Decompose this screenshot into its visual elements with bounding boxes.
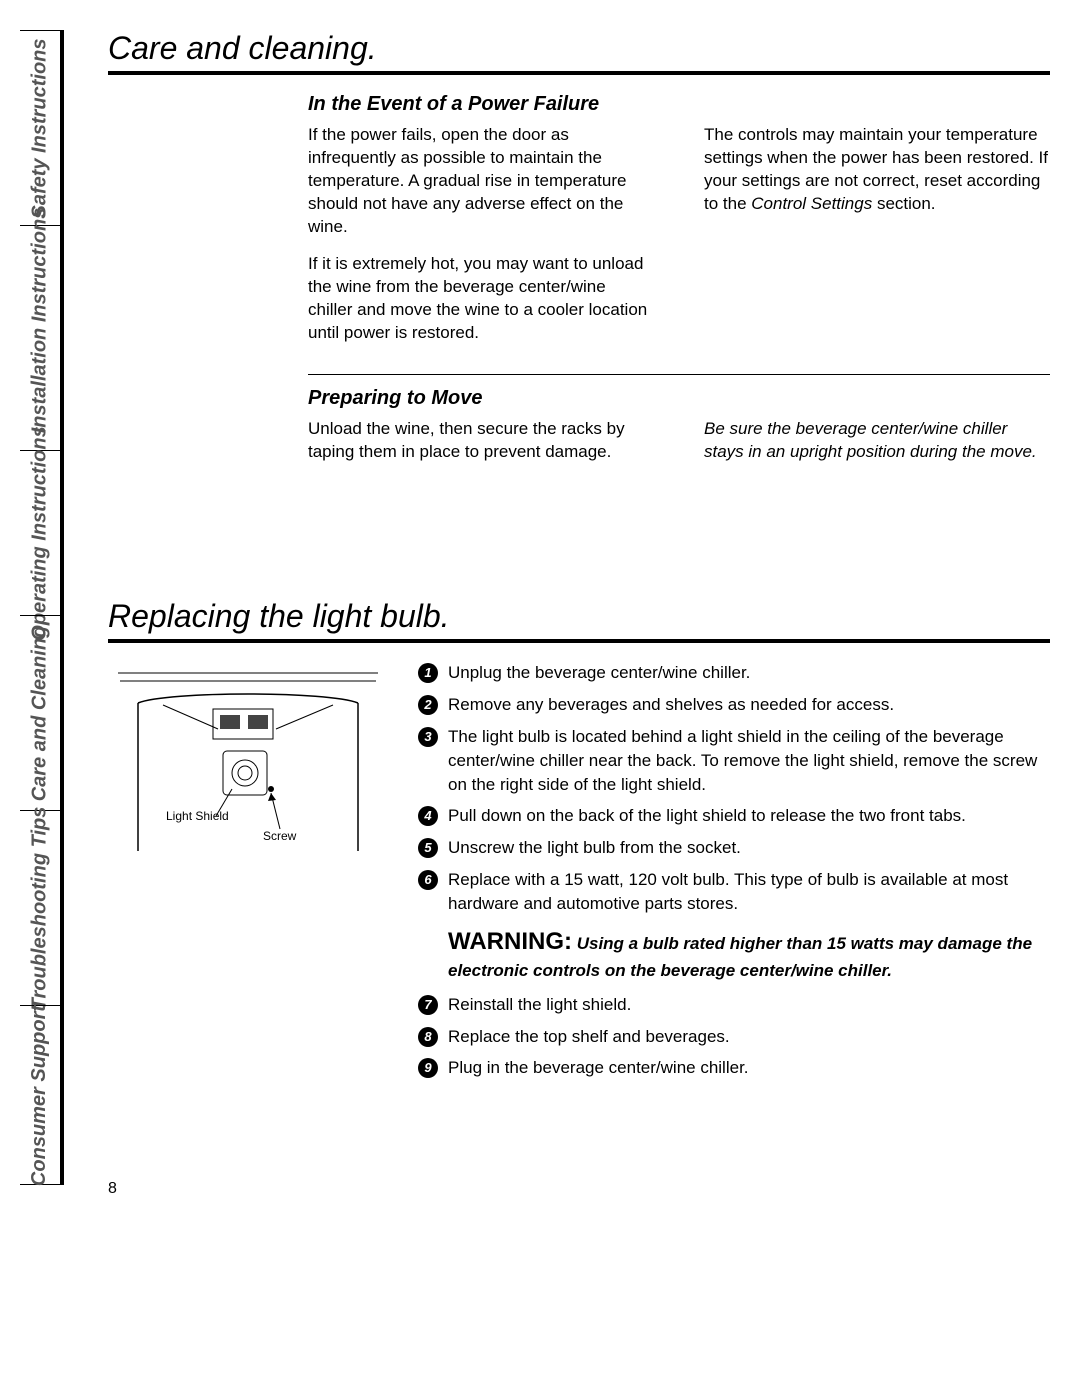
two-col: If the power fails, open the door as inf… <box>308 124 1050 358</box>
step-item: 5 Unscrew the light bulb from the socket. <box>418 836 1050 860</box>
sidebar-tab-label: Operating Instructions <box>29 426 52 640</box>
para: If the power fails, open the door as inf… <box>308 124 654 239</box>
page-number: 8 <box>108 1180 117 1198</box>
step-number: 1 <box>418 663 438 683</box>
sidebar-tab: Installation Instructions <box>20 225 60 415</box>
step-text: Pull down on the back of the light shiel… <box>448 804 966 828</box>
step-number: 7 <box>418 995 438 1015</box>
sidebar-tab-label: Installation Instructions <box>29 208 52 434</box>
step-text: Unscrew the light bulb from the socket. <box>448 836 741 860</box>
section-title-bulb: Replacing the light bulb. <box>108 598 1050 635</box>
sidebar-tab-label: Troubleshooting Tips <box>29 806 52 1010</box>
sidebar-tab-label: Care and Cleaning <box>29 625 52 801</box>
steps-list: 1 Unplug the beverage center/wine chiller… <box>418 661 1050 1088</box>
sidebar-tabs: Safety InstructionsInstallation Instruct… <box>20 30 60 1180</box>
para: Unload the wine, then secure the racks b… <box>308 418 654 464</box>
step-text: Remove any beverages and shelves as need… <box>448 693 894 717</box>
step-number: 6 <box>418 870 438 890</box>
step-item: 6 Replace with a 15 watt, 120 volt bulb. … <box>418 868 1050 916</box>
warning-text: WARNING: Using a bulb rated higher than … <box>448 925 1050 982</box>
sub-title-power-failure: In the Event of a Power Failure <box>308 93 1050 116</box>
step-number: 2 <box>418 695 438 715</box>
para: Be sure the beverage center/wine chiller… <box>704 418 1050 464</box>
step-item: 4 Pull down on the back of the light shie… <box>418 804 1050 828</box>
bulb-body: Light Shield Screw 1 Unplug the beverage … <box>108 661 1050 1088</box>
step-item: 3 The light bulb is located behind a ligh… <box>418 725 1050 796</box>
step-item: 8 Replace the top shelf and beverages. <box>418 1025 1050 1049</box>
sidebar-tab: Troubleshooting Tips <box>20 810 60 1005</box>
warning-label: WARNING: <box>448 928 572 955</box>
text-italic: Control Settings <box>751 194 872 213</box>
col-left: If the power fails, open the door as inf… <box>308 124 654 358</box>
diagram-label-screw: Screw <box>263 829 296 843</box>
col-right-italic: Be sure the beverage center/wine chiller… <box>704 418 1050 478</box>
sidebar-tab: Safety Instructions <box>20 30 60 225</box>
step-item: 1 Unplug the beverage center/wine chiller… <box>418 661 1050 685</box>
diagram-svg <box>108 661 388 881</box>
text: section. <box>872 194 935 213</box>
step-text: Replace the top shelf and beverages. <box>448 1025 730 1049</box>
main-content: Care and cleaning. In the Event of a Pow… <box>108 30 1050 1088</box>
sidebar-tab: Care and Cleaning <box>20 615 60 810</box>
col-left: Unload the wine, then secure the racks b… <box>308 418 654 478</box>
step-number: 5 <box>418 838 438 858</box>
sidebar-tab-label: Consumer Support <box>29 1004 52 1185</box>
page: Safety InstructionsInstallation Instruct… <box>80 30 1050 1367</box>
rule-thick <box>108 71 1050 75</box>
step-number: 8 <box>418 1027 438 1047</box>
rule-thick <box>108 639 1050 643</box>
bulb-diagram: Light Shield Screw <box>108 661 388 881</box>
step-text: Replace with a 15 watt, 120 volt bulb. T… <box>448 868 1050 916</box>
section-bulb: Replacing the light bulb. <box>108 598 1050 1088</box>
sidebar-tab: Operating Instructions <box>20 450 60 615</box>
step-number: 3 <box>418 727 438 747</box>
para: If it is extremely hot, you may want to … <box>308 253 654 345</box>
sidebar-divider <box>60 30 64 1185</box>
col-right: The controls may maintain your temperatu… <box>704 124 1050 358</box>
sidebar-tab: Consumer Support <box>20 1005 60 1185</box>
step-text: Plug in the beverage center/wine chiller… <box>448 1056 749 1080</box>
step-text: Reinstall the light shield. <box>448 993 631 1017</box>
section-title-care: Care and cleaning. <box>108 30 1050 67</box>
sidebar-tab-label: Safety Instructions <box>29 38 52 218</box>
step-text: Unplug the beverage center/wine chiller. <box>448 661 750 685</box>
step-text: The light bulb is located behind a light… <box>448 725 1050 796</box>
step-item: 2 Remove any beverages and shelves as nee… <box>418 693 1050 717</box>
diagram-label-light-shield: Light Shield <box>166 809 229 823</box>
rule-thin <box>308 374 1050 375</box>
step-number: 4 <box>418 806 438 826</box>
step-number: 9 <box>418 1058 438 1078</box>
sub-power-failure: In the Event of a Power Failure If the p… <box>308 93 1050 478</box>
sub-title-preparing-move: Preparing to Move <box>308 387 1050 410</box>
two-col: Unload the wine, then secure the racks b… <box>308 418 1050 478</box>
para: The controls may maintain your temperatu… <box>704 124 1050 216</box>
step-item: 7 Reinstall the light shield. <box>418 993 1050 1017</box>
step-item: 9 Plug in the beverage center/wine chille… <box>418 1056 1050 1080</box>
